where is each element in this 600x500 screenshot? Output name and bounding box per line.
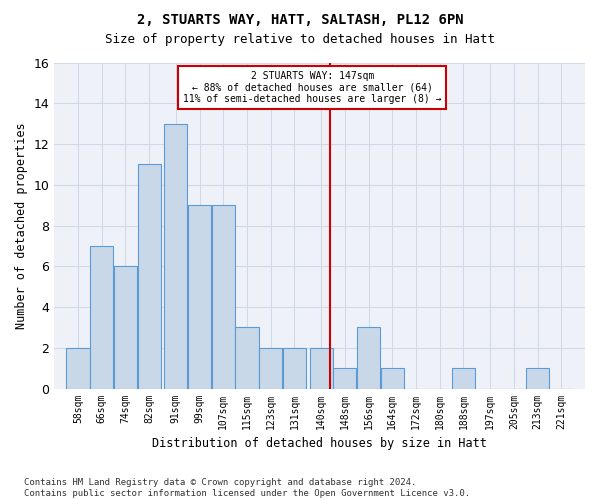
Bar (452, 368, 475, 388)
Text: 2 STUARTS WAY: 147sqm
← 88% of detached houses are smaller (64)
11% of semi-deta: 2 STUARTS WAY: 147sqm ← 88% of detached … (183, 70, 442, 104)
Bar (164, 124, 187, 388)
Bar (235, 328, 259, 388)
Text: 2, STUARTS WAY, HATT, SALTASH, PL12 6PN: 2, STUARTS WAY, HATT, SALTASH, PL12 6PN (137, 12, 463, 26)
Bar (114, 266, 137, 388)
Bar (333, 368, 356, 388)
Y-axis label: Number of detached properties: Number of detached properties (15, 122, 28, 329)
Text: Size of property relative to detached houses in Hatt: Size of property relative to detached ho… (105, 32, 495, 46)
X-axis label: Distribution of detached houses by size in Hatt: Distribution of detached houses by size … (152, 437, 487, 450)
Bar (357, 328, 380, 388)
Bar (67, 348, 89, 389)
Bar (310, 348, 333, 389)
Bar (137, 164, 161, 388)
Bar (90, 246, 113, 388)
Bar (526, 368, 549, 388)
Bar (259, 348, 283, 389)
Bar (188, 205, 211, 388)
Bar (380, 368, 404, 388)
Bar (283, 348, 306, 389)
Bar (212, 205, 235, 388)
Text: Contains HM Land Registry data © Crown copyright and database right 2024.
Contai: Contains HM Land Registry data © Crown c… (24, 478, 470, 498)
